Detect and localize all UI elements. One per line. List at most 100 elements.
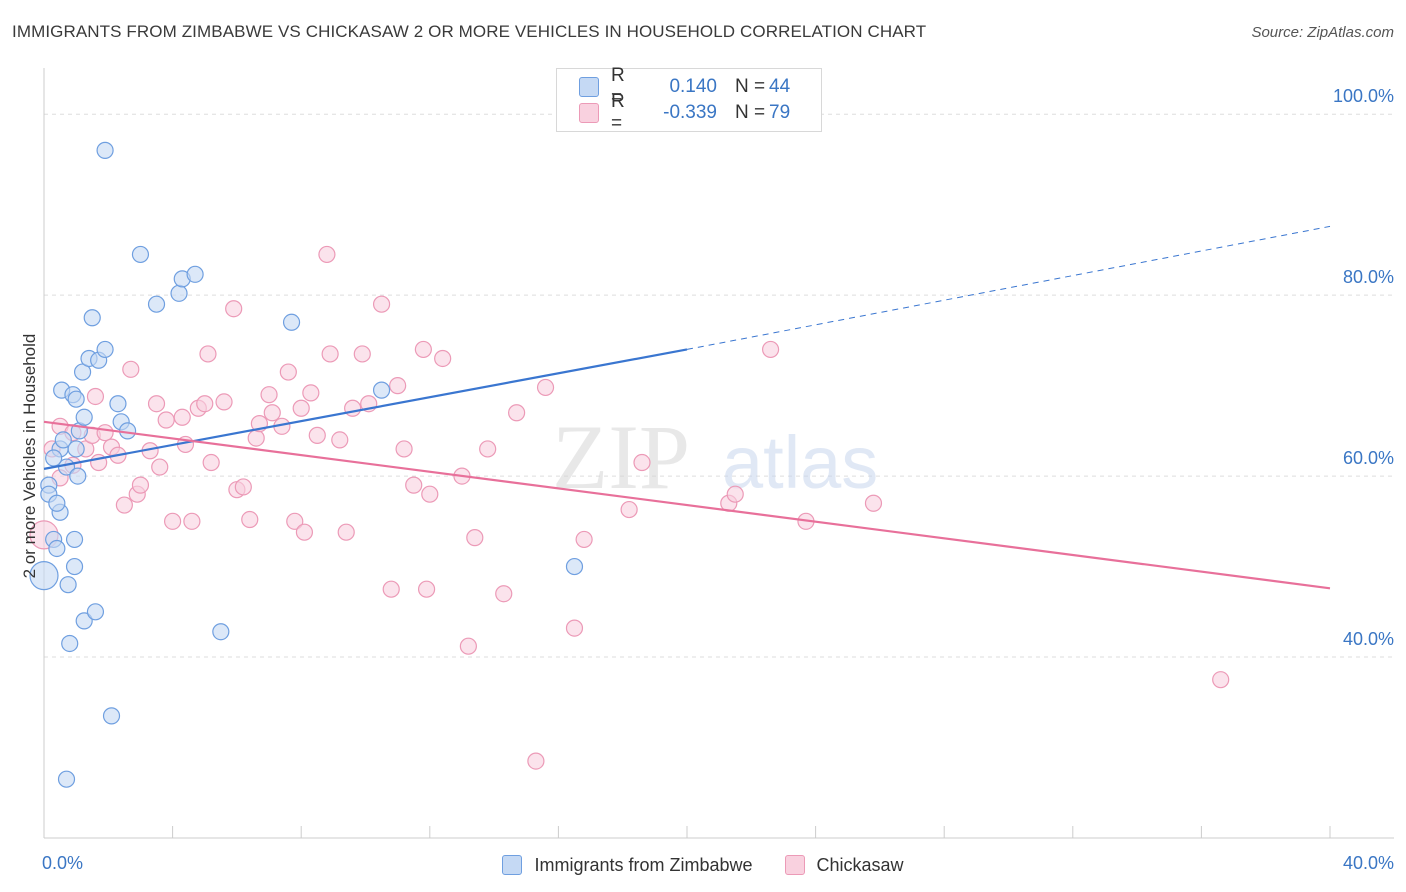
chickasaw-point xyxy=(726,485,744,503)
chickasaw-point xyxy=(495,585,513,603)
chickasaw-point xyxy=(215,393,233,411)
chart-title: IMMIGRANTS FROM ZIMBABWE VS CHICKASAW 2 … xyxy=(12,22,927,41)
chickasaw-point xyxy=(247,429,265,447)
zimbabwe-point xyxy=(45,449,63,467)
gridlines xyxy=(44,113,1394,658)
zimbabwe-point xyxy=(131,245,150,264)
legend-label: Immigrants from Zimbabwe xyxy=(534,854,753,875)
chickasaw-point xyxy=(263,404,281,422)
zimbabwe-point xyxy=(372,381,391,399)
zimbabwe-point xyxy=(282,313,301,331)
chickasaw-point xyxy=(115,496,133,514)
zimbabwe-point xyxy=(48,494,66,512)
x-tick-label-min: 0.0% xyxy=(42,853,83,873)
zimbabwe-point xyxy=(83,309,101,327)
watermark-zip: ZIP xyxy=(552,406,690,508)
legend-swatch-pink xyxy=(579,103,599,123)
zimbabwe-point xyxy=(186,265,204,283)
chickasaw-point xyxy=(864,494,883,512)
chickasaw-point xyxy=(331,431,349,449)
zimbabwe-point xyxy=(75,612,93,630)
zimbabwe-point xyxy=(86,603,105,621)
x-tick-label-max: 40.0% xyxy=(1343,853,1394,873)
r-label: R = xyxy=(611,91,625,134)
chickasaw-point xyxy=(633,453,651,472)
zimbabwe-point xyxy=(59,576,77,594)
legend-item-zimbabwe[interactable]: Immigrants from Zimbabwe xyxy=(502,854,753,876)
chickasaw-point xyxy=(395,440,413,458)
chickasaw-point xyxy=(173,408,191,426)
zimbabwe-point xyxy=(54,431,72,449)
chickasaw-point xyxy=(508,404,526,422)
zimbabwe-trend-extension xyxy=(686,225,1331,350)
chickasaw-point xyxy=(459,637,477,655)
zimbabwe-point xyxy=(67,440,85,458)
y-tick-label: 40.0% xyxy=(1343,629,1394,649)
chickasaw-point xyxy=(131,476,150,494)
zimbabwe-point xyxy=(96,340,114,359)
tick-labels: 40.0% 60.0% 80.0% 100.0% 0.0% 40.0% xyxy=(42,86,1394,873)
zimbabwe-point xyxy=(170,284,188,302)
legend-row-chickasaw: R = -0.339 N = 79 xyxy=(579,91,790,134)
chickasaw-point xyxy=(241,510,259,529)
legend-item-chickasaw[interactable]: Chickasaw xyxy=(784,854,904,876)
y-tick-label: 80.0% xyxy=(1343,267,1394,287)
chickasaw-point xyxy=(421,485,439,503)
chickasaw-points xyxy=(29,245,1230,770)
chickasaw-point xyxy=(536,378,555,397)
correlation-legend: R = 0.140 N = 44 R = -0.339 N = 79 xyxy=(556,65,822,134)
chickasaw-point xyxy=(308,426,326,444)
chickasaw-point xyxy=(260,386,278,404)
zimbabwe-point xyxy=(48,539,66,558)
chickasaw-point xyxy=(292,399,310,417)
chickasaw-point xyxy=(337,523,355,541)
zimbabwe-point xyxy=(565,557,584,576)
zimbabwe-point xyxy=(65,530,84,549)
chickasaw-point xyxy=(157,411,175,429)
watermark-atlas: atlas xyxy=(722,421,878,504)
chickasaw-point xyxy=(761,340,780,359)
chickasaw-point xyxy=(382,580,400,598)
axes xyxy=(43,68,1394,839)
trend-lines xyxy=(43,225,1331,590)
chickasaw-point xyxy=(164,512,182,530)
chickasaw-point xyxy=(96,424,114,442)
chickasaw-point xyxy=(225,300,243,318)
zimbabwe-point xyxy=(212,623,230,641)
chickasaw-point xyxy=(434,349,452,368)
n-label: N = xyxy=(735,102,766,123)
chickasaw-point xyxy=(147,395,166,413)
chickasaw-point xyxy=(575,530,593,549)
zimbabwe-trend-line xyxy=(43,348,688,470)
chickasaw-point xyxy=(527,752,545,770)
chickasaw-point xyxy=(234,478,252,496)
watermark: ZIP atlas xyxy=(552,406,878,508)
y-tick-label: 100.0% xyxy=(1333,86,1394,106)
chickasaw-point xyxy=(466,529,484,547)
r-value: -0.339 xyxy=(663,102,717,123)
chickasaw-point xyxy=(417,580,436,598)
legend-label: Chickasaw xyxy=(816,854,904,875)
chickasaw-point xyxy=(279,363,297,381)
chickasaw-point xyxy=(196,395,214,413)
chickasaw-point xyxy=(1212,671,1230,689)
y-axis-label: 2 or more Vehicles in Household xyxy=(20,333,39,579)
chickasaw-point xyxy=(372,295,391,313)
legend-swatch-blue xyxy=(502,855,523,875)
zimbabwe-point xyxy=(65,557,84,576)
legend-swatch-pink xyxy=(784,855,805,875)
chickasaw-point xyxy=(286,512,304,530)
chickasaw-point xyxy=(183,512,201,530)
zimbabwe-point xyxy=(75,408,93,426)
chickasaw-point xyxy=(620,500,638,519)
zimbabwe-point xyxy=(109,395,127,413)
chickasaw-point xyxy=(199,345,217,363)
n-value: 44 xyxy=(769,76,791,97)
zimbabwe-point xyxy=(29,561,59,591)
zimbabwe-point xyxy=(96,141,114,159)
zimbabwe-point xyxy=(57,770,76,788)
series-legend: Immigrants from Zimbabwe Chickasaw xyxy=(0,852,1406,878)
chickasaw-point xyxy=(389,377,407,395)
legend-swatch-blue xyxy=(579,77,599,97)
chickasaw-point xyxy=(344,399,362,417)
